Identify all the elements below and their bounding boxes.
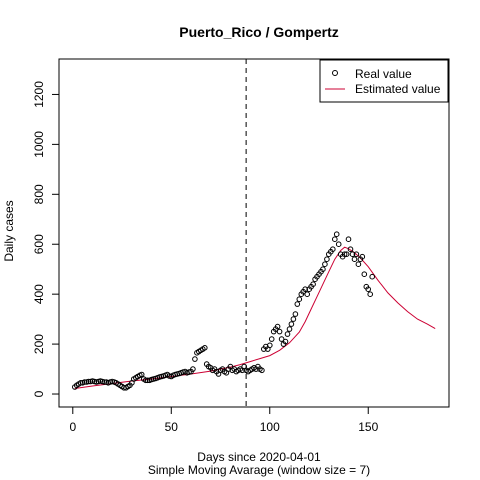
real-value-point xyxy=(138,371,145,378)
real-value-point xyxy=(81,379,88,385)
y-tick-label: 1200 xyxy=(32,81,46,108)
legend-point-swatch xyxy=(332,70,338,76)
real-value-point xyxy=(202,345,208,351)
plot-area xyxy=(58,58,450,408)
real-value-point xyxy=(341,251,348,257)
real-value-point xyxy=(361,271,368,278)
legend-label-estimated: Estimated value xyxy=(355,82,441,96)
y-tick-label: 0 xyxy=(32,390,46,397)
real-value-point xyxy=(259,367,265,374)
real-value-point xyxy=(77,380,84,386)
real-value-point xyxy=(367,291,374,298)
real-value-point xyxy=(276,328,283,335)
y-tick-label: 200 xyxy=(32,334,46,354)
real-value-point xyxy=(290,316,297,322)
y-tick-label: 600 xyxy=(32,234,46,254)
x-axis-label: Days since 2020-04-01 xyxy=(197,450,321,464)
real-value-point xyxy=(304,291,311,298)
real-value-point xyxy=(330,246,336,252)
real-value-point xyxy=(292,311,299,317)
legend-label-real: Real value xyxy=(355,67,412,81)
x-tick-label: 150 xyxy=(358,420,378,434)
real-value-point xyxy=(294,301,301,307)
real-value-point xyxy=(268,336,275,342)
plot-frame xyxy=(58,58,450,408)
real-value-point xyxy=(288,321,295,327)
real-value-point xyxy=(353,251,360,257)
real-value-point xyxy=(332,236,338,242)
real-value-point xyxy=(347,246,354,252)
real-value-point xyxy=(365,286,372,293)
real-value-point xyxy=(274,323,281,330)
real-value-point xyxy=(142,377,149,384)
y-tick-label: 1000 xyxy=(32,131,46,158)
real-value-point xyxy=(284,331,291,337)
real-value-point xyxy=(355,261,362,268)
y-tick-label: 400 xyxy=(32,284,46,304)
real-value-point xyxy=(351,256,358,263)
real-value-point xyxy=(359,253,366,260)
x-tick-label: 0 xyxy=(69,420,76,434)
real-value-point xyxy=(302,286,309,293)
real-value-point xyxy=(345,236,352,242)
real-value-point xyxy=(333,231,340,237)
real-value-point xyxy=(286,326,293,332)
legend-box xyxy=(319,59,449,103)
real-value-point xyxy=(85,378,92,385)
x-axis-sublabel: Simple Moving Avarage (window size = 7) xyxy=(148,463,370,477)
real-value-point xyxy=(101,379,108,385)
x-tick-label: 100 xyxy=(260,420,280,434)
x-tick-label: 50 xyxy=(165,420,179,434)
real-value-point xyxy=(324,256,330,263)
real-value-point xyxy=(335,241,342,247)
real-value-point xyxy=(369,273,376,280)
real-value-point xyxy=(310,281,316,288)
real-value-point xyxy=(322,261,328,268)
real-value-point xyxy=(296,296,303,303)
real-value-point xyxy=(267,342,273,349)
real-value-point xyxy=(320,266,326,273)
real-value-point xyxy=(278,336,285,342)
real-value-point xyxy=(190,366,196,372)
chart-title: Puerto_Rico / Gompertz xyxy=(179,24,338,40)
real-value-point xyxy=(282,338,289,345)
real-value-point xyxy=(349,251,356,257)
real-value-point xyxy=(343,251,350,257)
y-tick-label: 800 xyxy=(32,184,46,204)
y-axis-label: Daily cases xyxy=(2,200,16,261)
real-value-point xyxy=(192,356,198,362)
estimated-value-line xyxy=(74,246,436,389)
